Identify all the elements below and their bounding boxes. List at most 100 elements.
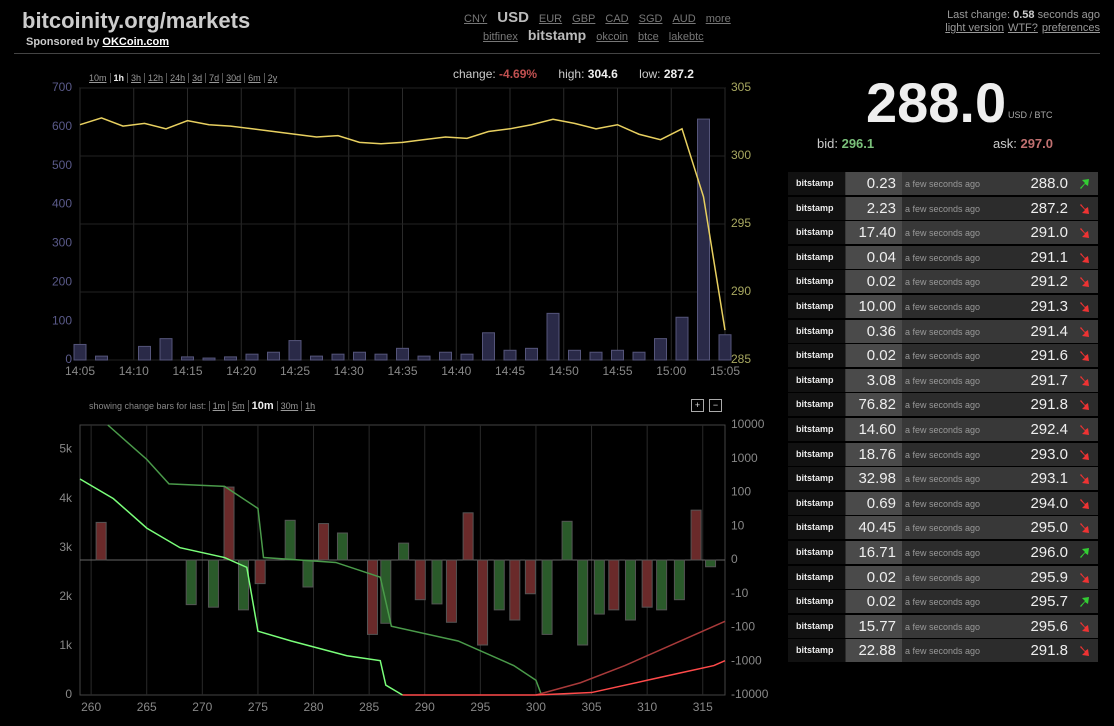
bid: bid: 296.1 — [817, 136, 874, 151]
y2-tick-label: -10000 — [731, 687, 769, 701]
timeframe-nav: 10m 1h 3h 12h 24h 3d 7d 30d 6m 2y — [86, 68, 281, 86]
y-tick-label: 0 — [65, 352, 72, 366]
arrow-shape — [1080, 400, 1089, 411]
trade-row: bitstamp 0.02 a few seconds ago 295.9 — [788, 565, 1098, 589]
y-tick-label: 5k — [59, 442, 73, 456]
timeframe-link[interactable]: 3h — [127, 73, 145, 83]
exchange-link[interactable]: bitfinex — [483, 31, 518, 43]
high-label: high: — [558, 67, 585, 81]
status-link[interactable]: preferences — [1041, 22, 1100, 34]
status-link[interactable]: WTF? — [1007, 22, 1038, 34]
timeframe-link[interactable]: 12h — [144, 73, 167, 83]
trade-exchange: bitstamp — [788, 565, 845, 589]
y2-tick-label: 305 — [731, 80, 751, 94]
volume-bar — [482, 332, 495, 361]
arrow-shape — [1080, 449, 1089, 460]
change-bars-option[interactable]: 1h — [301, 401, 319, 411]
zoom-button[interactable]: − — [709, 399, 722, 412]
timeframe-link[interactable]: 10m — [89, 73, 107, 83]
currency-link[interactable]: SGD — [638, 13, 663, 25]
exchange-link[interactable]: lakebtc — [668, 31, 704, 43]
trade-exchange: bitstamp — [788, 418, 845, 441]
arrow-shape — [1080, 548, 1089, 558]
trade-price: 293.1 — [1030, 470, 1068, 488]
trade-exchange: bitstamp — [788, 541, 845, 564]
volume-bar — [697, 118, 710, 361]
y2-tick-label: 10000 — [731, 418, 765, 431]
timeframe-link[interactable]: 30d — [222, 73, 245, 83]
sponsor-link[interactable]: OKCoin.com — [102, 36, 170, 48]
x-tick-label: 14:10 — [119, 364, 149, 378]
depth-chart: 260 265 270 275 280 285 290 295 300 305 310 315 0 1k 2… — [59, 418, 769, 714]
arrow-shape — [1080, 646, 1089, 657]
currency-link[interactable]: AUD — [672, 13, 696, 25]
y-tick-label: 500 — [52, 158, 72, 172]
x-tick-label: 315 — [693, 700, 713, 714]
currency-link[interactable]: GBP — [572, 13, 596, 25]
change-bar — [656, 559, 668, 611]
volume-bar — [632, 351, 646, 361]
trade-price: 288.0 — [1030, 175, 1068, 192]
trade-price: 287.2 — [1030, 199, 1068, 217]
volume-bar — [460, 353, 474, 361]
x-tick-label: 14:20 — [226, 364, 256, 378]
x-tick-label: 280 — [304, 700, 324, 714]
timeframe-link[interactable]: 1h — [109, 73, 128, 83]
change-bars-option[interactable]: 10m — [247, 400, 277, 412]
volume-bar — [503, 349, 517, 361]
change-bar — [705, 559, 717, 568]
trade-amount: 14.60 — [846, 418, 902, 441]
price-chart: 14:05 14:10 14:15 14:20 14:25 14:30 14:35 14:40… — [52, 80, 751, 378]
change-bar — [414, 559, 426, 601]
timeframe-link[interactable]: 24h — [166, 73, 189, 83]
exchange-link[interactable]: okcoin — [596, 31, 628, 43]
currency-link[interactable]: EUR — [538, 13, 563, 25]
depth-line — [535, 620, 726, 696]
y-tick-label: 2k — [59, 589, 73, 603]
exchange-link[interactable]: bitstamp — [527, 27, 587, 43]
change-bars-option[interactable]: 1m — [208, 401, 229, 411]
trade-amount: 17.40 — [846, 221, 902, 245]
trade-row: bitstamp 17.40 a few seconds ago 291.0 — [788, 221, 1098, 245]
trade-amount: 0.02 — [846, 565, 902, 589]
arrow-shape — [1080, 302, 1089, 312]
x-tick-label: 14:15 — [172, 364, 202, 378]
change-bars-option[interactable]: 30m — [276, 401, 302, 411]
timeframe-link[interactable]: 3d — [188, 73, 206, 83]
trade-price: 291.8 — [1030, 396, 1068, 414]
status-value: 0.58 — [1013, 9, 1035, 21]
trade-amount: 18.76 — [846, 442, 902, 466]
price-unit: USD / BTC — [1008, 110, 1053, 120]
site-title[interactable]: bitcoinity.org/markets — [22, 8, 251, 33]
y-tick-label: 200 — [52, 274, 72, 288]
change-bars-option[interactable]: 5m — [228, 401, 248, 411]
timeframe-link[interactable]: 6m — [244, 73, 264, 83]
change-label: change: — [453, 67, 496, 81]
depth-line — [402, 659, 726, 696]
zoom-buttons: + − — [691, 399, 722, 412]
trade-exchange: bitstamp — [788, 344, 845, 368]
arrow-shape — [1080, 572, 1089, 583]
volume-bar — [417, 355, 431, 361]
currency-link[interactable]: CNY — [464, 13, 488, 25]
exchange-link[interactable]: btce — [638, 31, 659, 43]
trade-amount: 2.23 — [846, 196, 902, 220]
zoom-button[interactable]: + — [691, 399, 704, 412]
x-tick-label: 14:25 — [280, 364, 310, 378]
timeframe-link[interactable]: 2y — [263, 73, 281, 83]
price-line — [79, 117, 726, 331]
trade-price: 293.0 — [1030, 445, 1068, 463]
currency-link[interactable]: more — [705, 13, 731, 25]
trade-price: 291.8 — [1030, 642, 1068, 660]
volume-bar — [224, 356, 237, 361]
x-tick-label: 14:30 — [334, 364, 364, 378]
change-bar — [673, 559, 685, 601]
timeframe-link[interactable]: 7d — [205, 73, 223, 83]
trade-row: bitstamp 0.69 a few seconds ago 294.0 — [788, 491, 1098, 515]
y-tick-label: 600 — [52, 119, 72, 133]
currency-link[interactable]: USD — [497, 9, 529, 26]
trade-amount: 76.82 — [846, 393, 902, 417]
currency-link[interactable]: CAD — [605, 13, 629, 25]
status-link[interactable]: light version — [945, 22, 1004, 34]
volume-bar — [675, 316, 689, 361]
